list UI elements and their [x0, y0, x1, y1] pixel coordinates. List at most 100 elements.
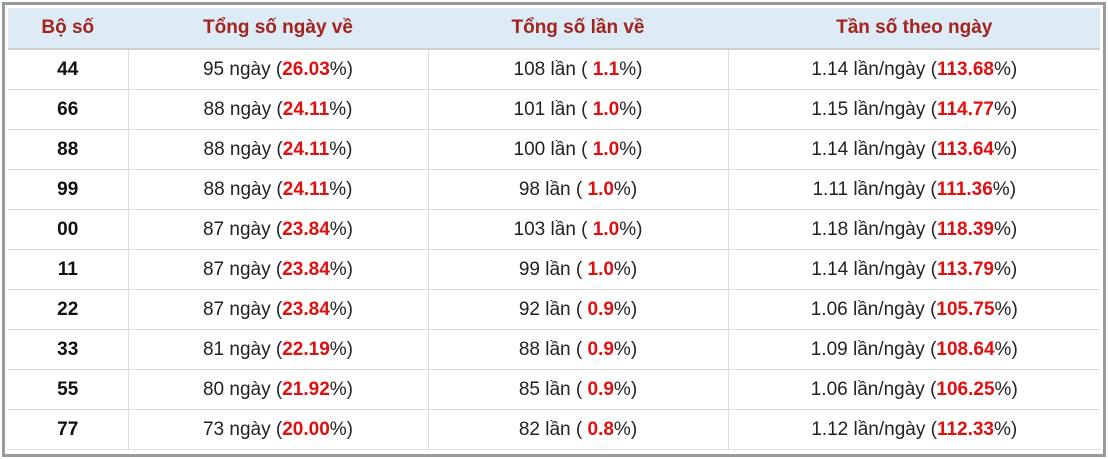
cell-text: %) — [619, 218, 643, 240]
highlight-value: 0.8 — [587, 418, 614, 440]
cell-text: 99 lần ( — [518, 258, 588, 280]
cell-text: %) — [619, 58, 643, 80]
cell: 103 lần ( 1.0%) — [428, 209, 729, 250]
cell-text: %) — [994, 298, 1018, 320]
highlight-value: 112.33 — [936, 418, 995, 440]
highlight-value: 24.11 — [282, 178, 330, 200]
cell-text: %) — [329, 178, 353, 200]
cell-text: %) — [619, 98, 643, 120]
cell-text: 80 ngày ( — [202, 378, 283, 400]
cell-text: 82 lần ( — [518, 418, 588, 440]
table-row: 77 73 ngày (20.00%) 82 lần ( 0.8%) 1.12 lần… — [8, 409, 1100, 450]
column-header: Bộ số — [8, 8, 129, 50]
cell: 1.18 lần/ngày (118.39%) — [728, 209, 1100, 250]
cell: 1.14 lần/ngày (113.68%) — [728, 49, 1100, 90]
cell-text: 1.14 lần/ngày ( — [811, 258, 937, 280]
cell: 1.14 lần/ngày (113.64%) — [728, 129, 1100, 170]
cell-text: 1.14 lần/ngày ( — [811, 58, 937, 80]
cell-text: %) — [994, 378, 1018, 400]
cell: 87 ngày (23.84%) — [128, 289, 429, 330]
cell: 88 lần ( 0.9%) — [428, 329, 729, 370]
cell-text: %) — [992, 178, 1017, 200]
highlight-value: 113.79 — [936, 258, 995, 280]
highlight-value: 1.1 — [592, 58, 620, 80]
cell-text: 88 ngày ( — [203, 138, 283, 160]
key-cell: 55 — [8, 369, 129, 410]
cell-text: %) — [329, 98, 353, 120]
cell: 108 lần ( 1.1%) — [428, 49, 729, 90]
cell: 92 lần ( 0.9%) — [428, 289, 729, 330]
highlight-value: 21.92 — [282, 378, 330, 400]
cell: 87 ngày (23.84%) — [128, 249, 429, 290]
cell-text: %) — [329, 378, 353, 400]
cell: 82 lần ( 0.8%) — [428, 409, 729, 450]
highlight-value: 111.36 — [936, 178, 993, 200]
cell-text: %) — [994, 58, 1018, 80]
cell-text: 85 lần ( — [518, 378, 588, 400]
cell-text: 1.06 lần/ngày ( — [810, 378, 937, 400]
cell-text: 95 ngày ( — [202, 58, 283, 80]
cell-text: 1.15 lần/ngày ( — [811, 98, 937, 120]
cell-text: %) — [329, 298, 353, 320]
cell-text: %) — [619, 138, 643, 160]
highlight-value: 1.0 — [592, 98, 620, 120]
highlight-value: 24.11 — [282, 98, 330, 120]
cell-text: 1.09 lần/ngày ( — [810, 338, 937, 360]
cell-text: 88 ngày ( — [203, 178, 283, 200]
cell-text: %) — [329, 218, 353, 240]
cell: 88 ngày (24.11%) — [128, 89, 429, 130]
table-row: 66 88 ngày (24.11%) 101 lần ( 1.0%) 1.15 lầ… — [8, 89, 1100, 130]
highlight-value: 0.9 — [587, 378, 614, 400]
cell-text: %) — [613, 298, 638, 320]
highlight-value: 26.03 — [282, 58, 330, 80]
cell: 100 lần ( 1.0%) — [428, 129, 729, 170]
table-row: 11 87 ngày (23.84%) 99 lần ( 1.0%) 1.14 lần… — [8, 249, 1100, 290]
cell: 1.06 lần/ngày (105.75%) — [728, 289, 1100, 330]
highlight-value: 24.11 — [282, 138, 330, 160]
highlight-value: 113.64 — [936, 138, 995, 160]
cell-text: %) — [613, 178, 638, 200]
table-body: 44 95 ngày (26.03%) 108 lần ( 1.1%) 1.14 lầ… — [8, 49, 1100, 450]
cell: 80 ngày (21.92%) — [128, 369, 429, 410]
highlight-value: 23.84 — [282, 218, 330, 240]
table-row: 33 81 ngày (22.19%) 88 lần ( 0.9%) 1.09 lần… — [8, 329, 1100, 370]
cell-text: %) — [329, 418, 353, 440]
cell-text: 81 ngày ( — [202, 338, 283, 360]
column-header: Tổng số lần về — [428, 8, 729, 50]
cell-text: 100 lần ( — [513, 138, 593, 160]
column-header: Tổng số ngày về — [128, 8, 429, 50]
highlight-value: 0.9 — [587, 338, 614, 360]
cell: 1.15 lần/ngày (114.77%) — [728, 89, 1100, 130]
cell-text: %) — [994, 258, 1018, 280]
cell-text: %) — [613, 418, 638, 440]
cell: 1.12 lần/ngày (112.33%) — [728, 409, 1100, 450]
highlight-value: 108.64 — [936, 338, 995, 360]
highlight-value: 23.84 — [282, 298, 330, 320]
highlight-value: 23.84 — [282, 258, 330, 280]
table-row: 44 95 ngày (26.03%) 108 lần ( 1.1%) 1.14 lầ… — [8, 49, 1100, 90]
cell-text: 108 lần ( — [513, 58, 593, 80]
cell: 99 lần ( 1.0%) — [428, 249, 729, 290]
cell-text: 1.06 lần/ngày ( — [810, 298, 937, 320]
highlight-value: 1.0 — [592, 138, 620, 160]
cell-text: %) — [613, 378, 638, 400]
cell: 1.06 lần/ngày (106.25%) — [728, 369, 1100, 410]
cell: 73 ngày (20.00%) — [128, 409, 429, 450]
table-row: 99 88 ngày (24.11%) 98 lần ( 1.0%) 1.11 lần… — [8, 169, 1100, 210]
cell-text: 92 lần ( — [518, 298, 588, 320]
highlight-value: 114.77 — [936, 98, 995, 120]
cell-text: %) — [994, 98, 1018, 120]
cell: 1.11 lần/ngày (111.36%) — [728, 169, 1100, 210]
highlight-value: 105.75 — [936, 298, 995, 320]
cell-text: %) — [994, 138, 1018, 160]
table-row: 22 87 ngày (23.84%) 92 lần ( 0.9%) 1.06 lần… — [8, 289, 1100, 330]
highlight-value: 0.9 — [587, 298, 614, 320]
highlight-value: 1.0 — [587, 178, 614, 200]
cell: 87 ngày (23.84%) — [128, 209, 429, 250]
cell: 1.14 lần/ngày (113.79%) — [728, 249, 1100, 290]
cell: 95 ngày (26.03%) — [128, 49, 429, 90]
stats-table: Bộ số Tổng số ngày về Tổng số lần về Tần số… — [8, 8, 1100, 450]
cell-text: 88 lần ( — [518, 338, 588, 360]
cell: 98 lần ( 1.0%) — [428, 169, 729, 210]
